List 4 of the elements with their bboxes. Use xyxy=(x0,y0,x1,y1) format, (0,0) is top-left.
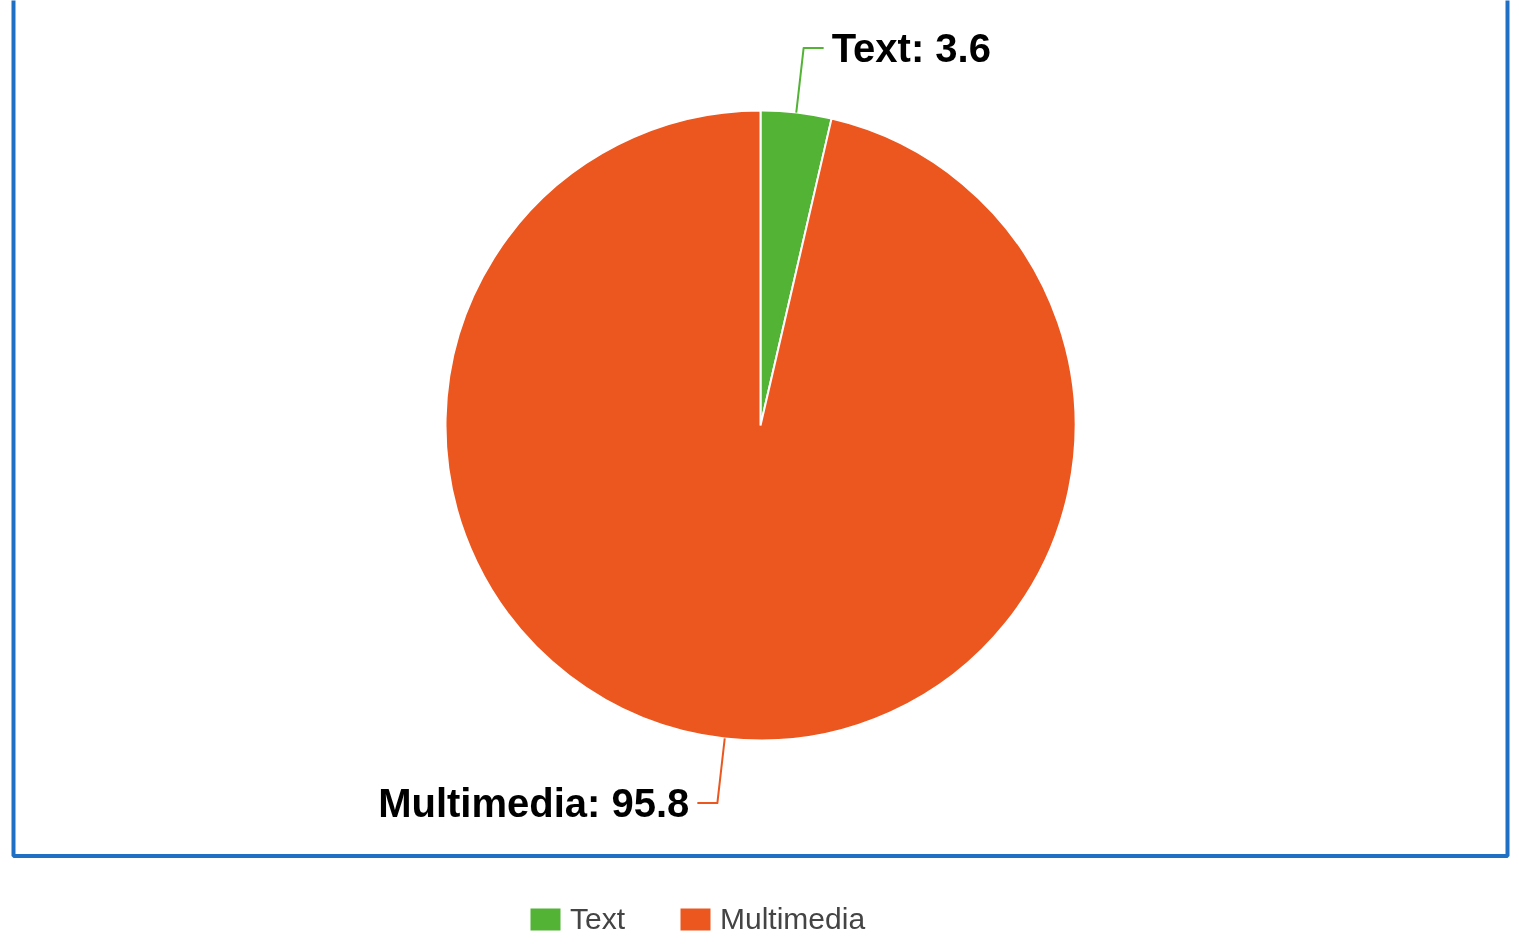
data-label: Multimedia: 95.8 xyxy=(378,781,690,826)
legend-label: Multimedia xyxy=(720,902,866,936)
data-label: Text: 3.6 xyxy=(831,25,991,70)
legend-label: Text xyxy=(570,902,626,936)
